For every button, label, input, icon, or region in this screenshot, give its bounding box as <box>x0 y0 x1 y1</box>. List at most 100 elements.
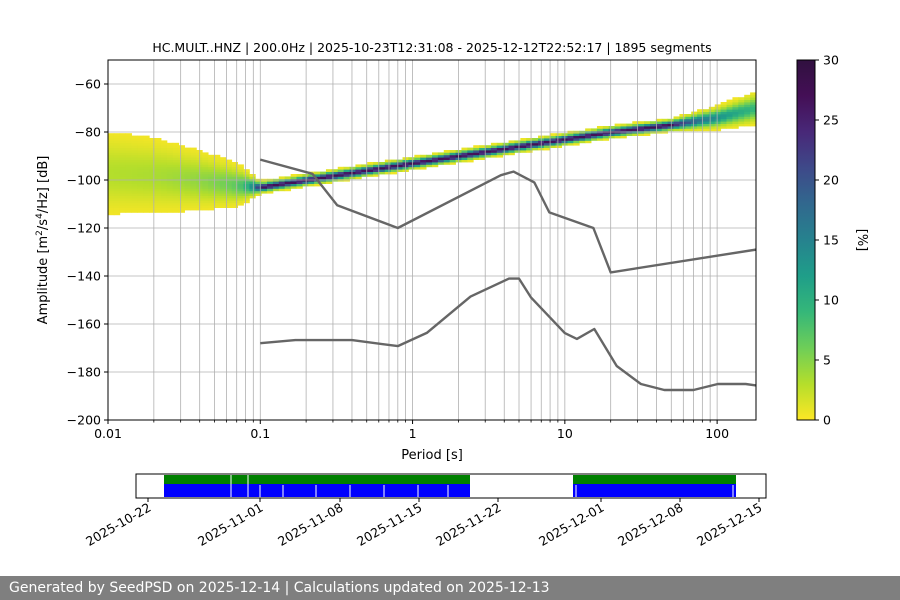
density-cell <box>178 188 185 192</box>
density-cell <box>202 164 209 168</box>
density-cell <box>190 207 197 211</box>
density-cell <box>655 118 663 122</box>
density-cell <box>591 135 598 139</box>
density-cell <box>161 157 168 160</box>
density-cell <box>302 176 309 180</box>
density-cell <box>190 200 197 204</box>
density-cell <box>208 193 215 196</box>
density-cell <box>479 152 486 156</box>
density-cell <box>113 138 121 141</box>
data-availability-timeline: 2025-10-22 2025-11-01 2025-11-08 2025-11-15… <box>83 473 767 549</box>
density-cell <box>726 118 733 122</box>
density-cell <box>596 138 604 141</box>
colorbar-tick-label: 0 <box>823 413 831 428</box>
density-cell <box>414 157 421 160</box>
density-cell <box>449 159 456 163</box>
density-cell <box>172 195 180 199</box>
density-cell <box>750 99 756 103</box>
density-cell <box>726 123 733 127</box>
density-cell <box>426 159 433 163</box>
density-cell <box>172 142 180 146</box>
density-cell <box>261 190 268 194</box>
density-cell <box>166 159 174 163</box>
density-cell <box>125 183 132 187</box>
colorbar-tick-label: 5 <box>823 353 831 368</box>
density-cell <box>432 157 439 160</box>
density-cell <box>249 190 256 194</box>
density-cell <box>408 157 415 160</box>
density-cell <box>237 202 244 206</box>
density-cell <box>131 145 138 148</box>
density-cell <box>155 145 162 148</box>
density-cell <box>190 176 197 180</box>
density-cell <box>679 118 686 122</box>
density-cell <box>161 186 168 189</box>
density-cell <box>691 121 698 124</box>
density-cell <box>172 186 180 189</box>
density-cell <box>125 135 132 139</box>
density-cell <box>467 159 474 163</box>
density-cell <box>184 169 191 172</box>
x-tick-label: 10 <box>557 426 573 441</box>
density-cell <box>125 188 132 192</box>
density-cell <box>384 159 392 163</box>
density-cell <box>237 164 244 168</box>
density-cell <box>508 147 515 151</box>
density-cell <box>573 142 580 146</box>
density-cell <box>190 195 197 199</box>
density-cell <box>202 162 209 165</box>
density-cell <box>278 176 286 180</box>
density-cell <box>161 207 168 211</box>
density-cell <box>243 171 250 175</box>
density-cell <box>208 159 215 163</box>
density-cell <box>632 126 639 129</box>
density-cell <box>708 114 716 117</box>
density-cell <box>308 181 315 184</box>
density-cell <box>225 202 233 206</box>
density-cell <box>490 147 498 151</box>
density-cell <box>290 186 297 189</box>
density-cell <box>479 145 486 148</box>
density-cell <box>143 205 150 208</box>
density-cell <box>131 138 138 141</box>
density-cell <box>632 128 639 132</box>
density-cell <box>119 186 127 189</box>
density-cell <box>267 181 274 184</box>
density-cell <box>467 147 474 151</box>
density-cell <box>261 183 268 187</box>
density-cell <box>738 104 745 108</box>
density-cell <box>178 169 185 172</box>
density-cell <box>137 171 144 175</box>
density-cell <box>726 109 733 112</box>
density-cell <box>702 128 710 132</box>
density-cell <box>720 114 727 117</box>
density-cell <box>685 121 692 124</box>
density-cell <box>149 138 156 141</box>
density-cell <box>620 126 627 129</box>
density-cell <box>178 145 185 148</box>
density-cell <box>343 169 350 172</box>
density-cell <box>626 123 633 127</box>
density-cell <box>467 157 474 160</box>
density-cell <box>108 154 115 158</box>
density-cell <box>378 162 386 165</box>
density-cell <box>214 195 221 199</box>
density-cell <box>361 174 368 177</box>
density-cell <box>143 140 150 144</box>
density-cell <box>178 147 185 151</box>
y-tick-label: −180 <box>67 365 101 380</box>
density-cell <box>714 109 722 112</box>
density-cell <box>596 135 604 139</box>
density-cell <box>732 123 739 127</box>
density-cell <box>296 174 303 177</box>
density-cell <box>208 176 215 180</box>
density-cell <box>473 147 480 151</box>
density-cell <box>166 202 174 206</box>
density-cell <box>626 128 633 132</box>
density-cell <box>367 169 374 172</box>
density-cell <box>272 183 280 187</box>
density-cell <box>202 154 209 158</box>
density-cell <box>125 140 132 144</box>
colorbar-label: [%] <box>854 229 869 252</box>
y-tick-label: −120 <box>67 221 101 236</box>
